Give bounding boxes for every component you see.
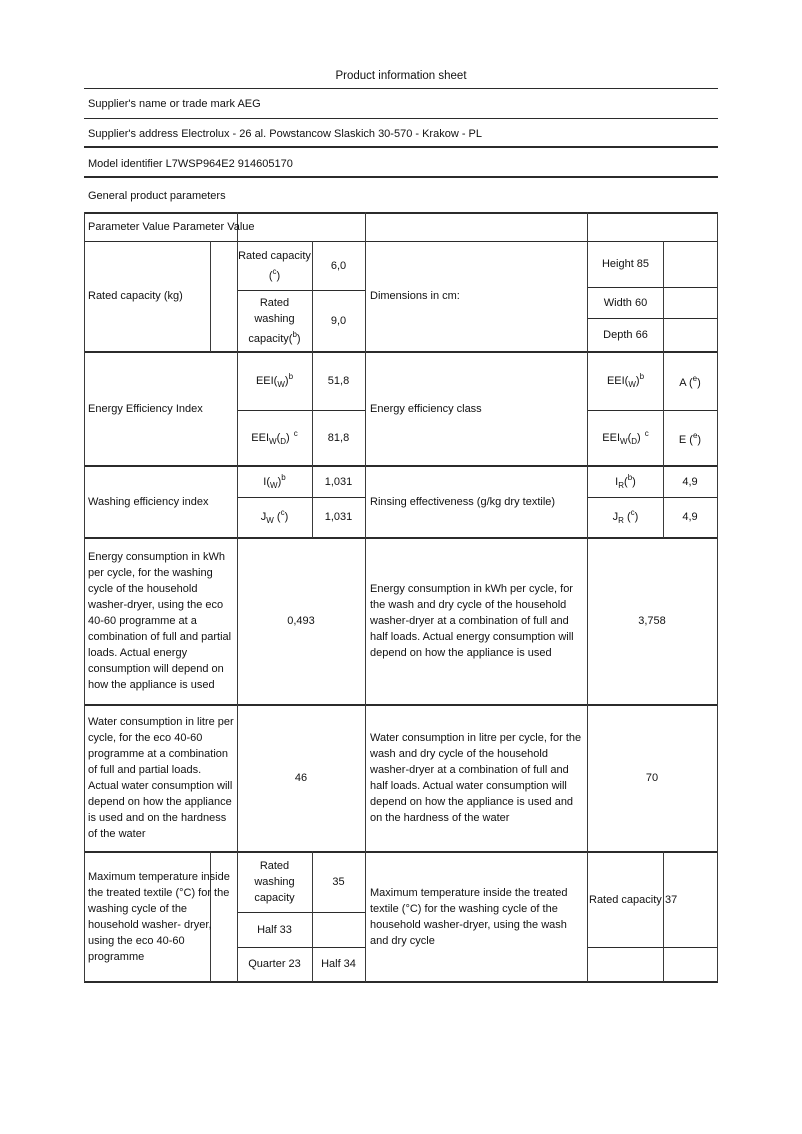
cell-depth: Depth 66 bbox=[603, 328, 648, 341]
cell-energy-class-wash: A (e) bbox=[679, 374, 701, 389]
cell-energy-class-washdry: E (e) bbox=[678, 430, 702, 446]
page-title: Product information sheet bbox=[335, 70, 467, 82]
table-gridline bbox=[312, 241, 313, 538]
table-gridline bbox=[210, 241, 211, 352]
cell-water-washdry-value: 70 bbox=[645, 772, 659, 784]
table-gridline bbox=[237, 212, 238, 982]
param-rated-capacity: Rated capacity (kg) bbox=[88, 290, 183, 302]
param-energy-consumption-washdry: Energy consumption in kWh per cycle, for… bbox=[370, 583, 574, 659]
param-water-consumption-washdry: Water consumption in litre per cycle, fo… bbox=[370, 732, 582, 824]
table-gridline bbox=[717, 212, 718, 982]
param-water-consumption-wash: Water consumption in litre per cycle, fo… bbox=[88, 716, 234, 840]
table-gridline bbox=[312, 851, 313, 982]
cell-iw-label: I(W)b bbox=[263, 472, 286, 490]
table-gridline bbox=[84, 465, 718, 467]
cell-maxtemp-right-value: 37 bbox=[665, 893, 678, 906]
supplier-name-row: Supplier's name or trade mark AEG bbox=[88, 98, 261, 110]
table-gridline bbox=[84, 704, 718, 706]
table-gridline bbox=[663, 851, 664, 982]
table-gridline bbox=[84, 537, 718, 539]
table-header: Parameter Value Parameter Value bbox=[88, 220, 255, 233]
cell-eei-w-value: 51,8 bbox=[327, 375, 350, 387]
cell-maxtemp-half-value: Half 34 bbox=[321, 958, 356, 970]
cell-ir-value: 4,9 bbox=[682, 475, 698, 488]
table-gridline bbox=[210, 851, 211, 982]
table-gridline bbox=[84, 241, 718, 242]
table-gridline bbox=[84, 851, 718, 853]
cell-jr-label: JR (c) bbox=[612, 508, 639, 525]
cell-rated-washing-capacity-label: Rated washing capacity(b) bbox=[248, 296, 301, 345]
cell-eei-wd-label: EEIW(D) c bbox=[251, 428, 298, 446]
table-gridline bbox=[84, 351, 718, 353]
table-gridline bbox=[237, 290, 366, 291]
cell-eei-w-label-right: EEI(W)b bbox=[606, 372, 645, 389]
section-heading: General product parameters bbox=[88, 190, 226, 202]
table-gridline bbox=[588, 287, 718, 288]
divider-line bbox=[84, 146, 718, 148]
cell-eei-w-label: EEI(W)b bbox=[255, 372, 294, 389]
param-energy-class: Energy efficiency class bbox=[370, 402, 482, 415]
cell-maxtemp-right-label: Rated capacity bbox=[589, 893, 662, 906]
cell-energy-wash-value: 0,493 bbox=[287, 615, 315, 627]
cell-maxtemp-rated-value: 35 bbox=[332, 876, 345, 888]
cell-width: Width 60 bbox=[603, 296, 648, 309]
cell-water-wash-value: 46 bbox=[294, 772, 308, 784]
table-gridline bbox=[237, 410, 366, 411]
param-max-temp-wash: Maximum temperature inside the treated t… bbox=[88, 870, 230, 963]
cell-height: Height 85 bbox=[601, 258, 650, 270]
table-gridline bbox=[587, 212, 588, 982]
cell-maxtemp-quarter: Quarter 23 bbox=[248, 958, 301, 970]
table-gridline bbox=[237, 912, 366, 913]
cell-jw-label: JW (c) bbox=[260, 508, 289, 525]
param-dimensions: Dimensions in cm: bbox=[370, 290, 460, 302]
cell-iw-value: 1,031 bbox=[324, 475, 353, 488]
param-eei: Energy Efficiency Index bbox=[88, 402, 203, 415]
supplier-address-row: Supplier's address Electrolux - 26 al. P… bbox=[88, 128, 483, 140]
cell-rated-capacity-value: 6,0 bbox=[330, 259, 347, 272]
cell-ir-label: IR(b) bbox=[615, 472, 636, 490]
cell-rated-capacity-label: Rated capacity (c) bbox=[238, 249, 311, 282]
table-gridline bbox=[237, 497, 366, 498]
param-rinsing: Rinsing effectiveness (g/kg dry textile) bbox=[370, 495, 556, 508]
divider-line bbox=[84, 118, 718, 119]
param-washing-index: Washing efficiency index bbox=[88, 495, 209, 508]
param-max-temp-washdry: Maximum temperature inside the treated t… bbox=[370, 886, 568, 947]
cell-jr-value: 4,9 bbox=[682, 511, 698, 523]
cell-eei-wd-label-right: EEIW(D) c bbox=[602, 428, 649, 446]
table-gridline bbox=[588, 947, 718, 948]
divider-line bbox=[84, 88, 718, 89]
cell-maxtemp-rated-label: Rated washing capacity bbox=[254, 860, 295, 904]
param-energy-consumption-wash: Energy consumption in kWh per cycle, for… bbox=[88, 551, 232, 691]
cell-rated-washing-capacity-value: 9,0 bbox=[330, 314, 347, 327]
table-gridline bbox=[84, 212, 718, 214]
table-gridline bbox=[84, 212, 85, 982]
table-gridline bbox=[365, 212, 366, 982]
divider-line bbox=[84, 176, 718, 178]
table-gridline bbox=[663, 241, 664, 538]
cell-maxtemp-half: Half 33 bbox=[257, 923, 292, 936]
table-gridline bbox=[588, 497, 718, 498]
table-gridline bbox=[588, 410, 718, 411]
table-gridline bbox=[588, 318, 718, 319]
table-gridline bbox=[237, 947, 366, 948]
table-gridline bbox=[84, 981, 718, 983]
model-identifier-row: Model identifier L7WSP964E2 914605170 bbox=[88, 158, 293, 170]
cell-eei-wd-value: 81,8 bbox=[327, 431, 350, 444]
cell-jw-value: 1,031 bbox=[324, 511, 353, 523]
cell-energy-washdry-value: 3,758 bbox=[638, 615, 666, 627]
